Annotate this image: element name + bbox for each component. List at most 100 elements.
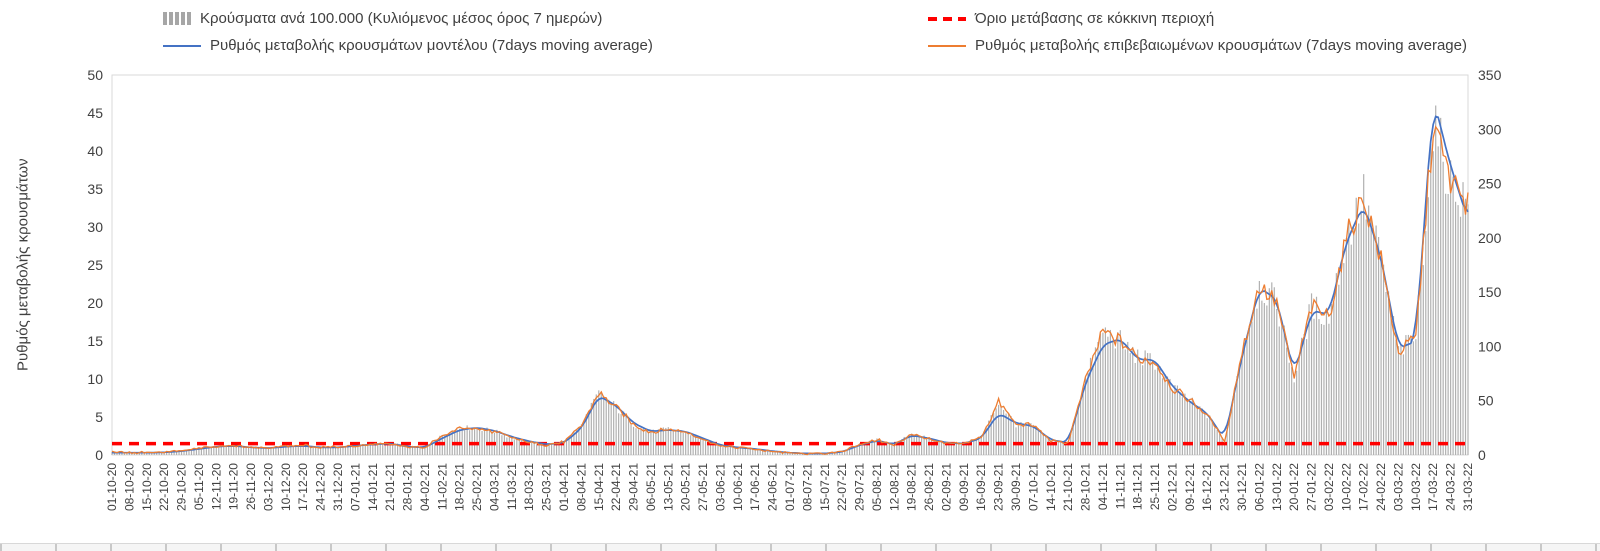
x-tick-label: 30-12-21: [1235, 463, 1249, 511]
legend-item-model-rate: Ρυθμός μεταβολής κρουσμάτων μοντέλου (7d…: [163, 37, 653, 54]
legend-item-threshold: Όριο μετάβασης σε κόκκινη περιοχή: [928, 10, 1214, 27]
x-tick-label: 16-12-21: [1200, 463, 1214, 511]
x-tick-label: 22-04-21: [609, 463, 623, 511]
left-tick-label: 30: [87, 219, 103, 235]
x-tick-label: 02-12-21: [1166, 463, 1180, 511]
x-tick-label: 24-06-21: [766, 463, 780, 511]
legend-item-confirmed-rate: Ρυθμός μεταβολής επιβεβαιωμένων κρουσμάτ…: [928, 37, 1467, 54]
bars-series: [111, 105, 1469, 455]
left-tick-label: 15: [87, 333, 103, 349]
right-tick-label: 50: [1478, 393, 1494, 409]
x-tick-label: 13-01-22: [1270, 463, 1284, 511]
confirmed-line: [111, 125, 1469, 456]
x-tick-label: 31-12-20: [331, 463, 345, 511]
right-tick-label: 200: [1478, 230, 1502, 246]
x-tick-label: 28-01-21: [401, 463, 415, 511]
horizontal-scrollbar[interactable]: [0, 543, 1600, 551]
x-tick-label: 24-03-22: [1444, 463, 1458, 511]
x-tick-label: 08-10-20: [122, 463, 136, 511]
x-tick-label: 30-09-21: [1009, 463, 1023, 511]
left-tick-label: 40: [87, 143, 103, 159]
left-tick-label: 25: [87, 257, 103, 273]
x-tick-label: 09-09-21: [957, 463, 971, 511]
bars-swatch-icon: [163, 12, 191, 25]
x-tick-label: 26-08-21: [922, 463, 936, 511]
x-tick-label: 05-08-21: [870, 463, 884, 511]
x-tick-label: 02-09-21: [940, 463, 954, 511]
legend-label-model-rate: Ρυθμός μεταβολής κρουσμάτων μοντέλου (7d…: [210, 37, 653, 54]
x-tick-label: 21-10-21: [1061, 463, 1075, 511]
legend-label-cases-bars: Κρούσματα ανά 100.000 (Κυλιόμενος μέσος …: [200, 10, 603, 27]
x-tick-label: 07-10-21: [1026, 463, 1040, 511]
x-tick-label: 18-11-21: [1131, 463, 1145, 510]
x-tick-label: 11-03-21: [505, 463, 519, 510]
x-tick-label: 03-12-20: [262, 463, 276, 511]
x-tick-label: 17-02-22: [1357, 463, 1371, 511]
x-axis-tick-labels: 01-10-20 08-10-20 15-10-20 22-10-20 29-10-20…: [105, 463, 1475, 511]
x-tick-label: 29-07-21: [853, 463, 867, 511]
x-tick-label: 28-10-21: [1079, 463, 1093, 511]
y-axis-title: Ρυθμός μεταβολής κρουσμάτων: [14, 158, 32, 372]
left-tick-label: 50: [87, 67, 103, 83]
x-tick-label: 15-04-21: [592, 463, 606, 511]
legend-label-threshold: Όριο μετάβασης σε κόκκινη περιοχή: [975, 10, 1215, 27]
right-tick-label: 300: [1478, 121, 1502, 137]
x-tick-label: 18-03-21: [522, 463, 536, 511]
x-tick-label: 12-08-21: [887, 463, 901, 511]
x-tick-label: 12-11-20: [209, 463, 223, 510]
x-tick-label: 19-11-20: [227, 463, 241, 510]
legend-item-cases-bars: Κρούσματα ανά 100.000 (Κυλιόμενος μέσος …: [163, 10, 602, 27]
x-tick-label: 27-05-21: [696, 463, 710, 511]
x-tick-label: 10-02-22: [1339, 463, 1353, 511]
x-tick-label: 19-08-21: [905, 463, 919, 511]
x-tick-label: 06-01-22: [1252, 463, 1266, 511]
x-tick-label: 21-01-21: [383, 463, 397, 511]
x-tick-label: 10-03-22: [1409, 463, 1423, 511]
x-tick-label: 17-12-20: [296, 463, 310, 511]
x-tick-label: 01-07-21: [783, 463, 797, 511]
threshold-dash-icon: [928, 16, 966, 21]
right-axis-tick-labels: 0 50 100 150 200 250 300 350: [1478, 67, 1502, 463]
x-tick-label: 25-11-21: [1148, 463, 1162, 510]
x-tick-label: 08-04-21: [574, 463, 588, 511]
x-tick-label: 25-03-21: [540, 463, 554, 511]
x-tick-label: 10-12-20: [279, 463, 293, 511]
right-tick-label: 150: [1478, 284, 1502, 300]
x-tick-label: 15-10-20: [140, 463, 154, 511]
x-tick-label: 01-10-20: [105, 463, 119, 511]
x-tick-label: 11-11-21: [1113, 463, 1127, 510]
left-axis-tick-labels: 0 5 10 15 20 25 30 35 40 45 50: [87, 67, 103, 463]
x-tick-label: 24-02-22: [1374, 463, 1388, 511]
x-tick-label: 08-07-21: [800, 463, 814, 511]
right-tick-label: 350: [1478, 67, 1502, 83]
left-tick-label: 35: [87, 181, 103, 197]
confirmed-line-icon: [928, 44, 966, 47]
x-tick-label: 15-07-21: [818, 463, 832, 511]
x-tick-label: 17-06-21: [748, 463, 762, 511]
x-tick-label: 23-09-21: [992, 463, 1006, 511]
x-tick-label: 24-12-20: [314, 463, 328, 511]
legend-label-confirmed-rate: Ρυθμός μεταβολής επιβεβαιωμένων κρουσμάτ…: [975, 37, 1467, 54]
right-tick-label: 250: [1478, 176, 1502, 192]
x-tick-label: 05-11-20: [192, 463, 206, 510]
x-tick-label: 04-02-21: [418, 463, 432, 511]
x-tick-label: 22-10-20: [157, 463, 171, 511]
x-tick-label: 31-03-22: [1461, 463, 1475, 511]
x-tick-label: 22-07-21: [835, 463, 849, 511]
left-tick-label: 5: [95, 409, 103, 425]
left-tick-label: 45: [87, 105, 103, 121]
x-tick-label: 07-01-21: [348, 463, 362, 511]
left-tick-label: 10: [87, 371, 103, 387]
x-tick-label: 03-06-21: [714, 463, 728, 511]
x-tick-label: 29-04-21: [627, 463, 641, 511]
x-tick-label: 25-02-21: [470, 463, 484, 511]
x-tick-label: 23-12-21: [1218, 463, 1232, 511]
x-tick-label: 14-10-21: [1044, 463, 1058, 511]
right-tick-label: 100: [1478, 338, 1502, 354]
left-tick-label: 0: [95, 447, 103, 463]
x-tick-label: 20-01-22: [1287, 463, 1301, 511]
x-tick-label: 14-01-21: [366, 463, 380, 511]
x-tick-label: 10-06-21: [731, 463, 745, 511]
x-tick-label: 09-12-21: [1183, 463, 1197, 511]
